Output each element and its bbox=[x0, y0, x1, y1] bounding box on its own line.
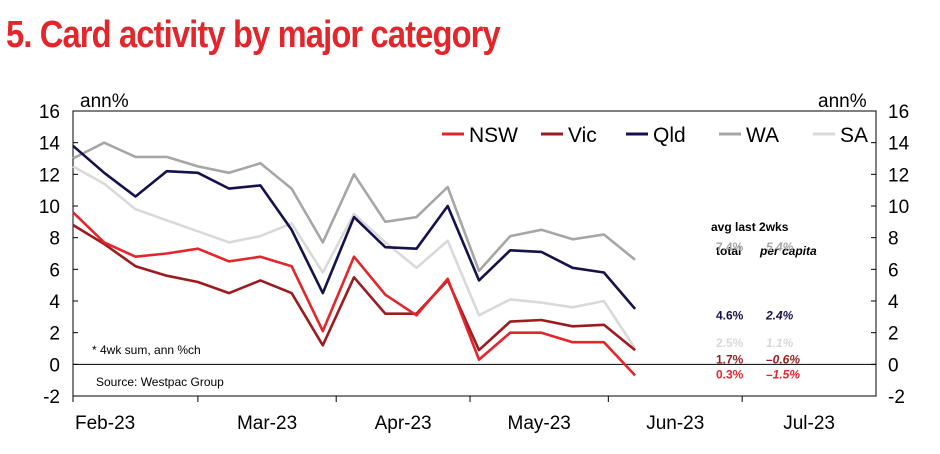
y-tick-label-left: 2 bbox=[49, 324, 60, 345]
y-tick-label-left: 12 bbox=[39, 165, 60, 186]
y-tick-label-left: 6 bbox=[49, 260, 60, 281]
y-unit-left: ann% bbox=[80, 91, 129, 112]
table-header: avg last 2wks bbox=[711, 220, 789, 234]
y-tick-label-right: 10 bbox=[888, 197, 909, 218]
legend: NSW Vic Qld WA SA bbox=[442, 124, 868, 147]
y-tick-label-left: 0 bbox=[49, 355, 60, 376]
y-tick-label-left: 14 bbox=[39, 134, 61, 155]
legend-label-vic: Vic bbox=[568, 124, 597, 147]
y-tick-label-right: 6 bbox=[888, 260, 899, 281]
y-tick-label-right: 8 bbox=[888, 229, 899, 250]
x-tick-label: Jul-23 bbox=[783, 413, 835, 434]
y-tick-label-left: 8 bbox=[49, 229, 60, 250]
plot-border bbox=[72, 110, 877, 397]
table-total-vic: 1.7% bbox=[716, 353, 744, 367]
series-line-vic bbox=[72, 223, 636, 352]
table-per-capita-wa: 5.4% bbox=[766, 240, 794, 254]
x-tick-label: Apr-23 bbox=[375, 413, 432, 434]
table-per-capita-sa: 1.1% bbox=[766, 336, 794, 350]
y-tick-label-right: 14 bbox=[888, 134, 910, 155]
y-tick-label-right: 12 bbox=[888, 165, 909, 186]
table-total-nsw: 0.3% bbox=[716, 368, 744, 382]
y-tick-label-right: 4 bbox=[888, 292, 899, 313]
chart-note: * 4wk sum, ann %ch bbox=[92, 343, 201, 357]
legend-label-wa: WA bbox=[746, 124, 779, 147]
y-tick-label-left: 4 bbox=[49, 292, 60, 313]
axes: -2 -2 0 0 2 2 4 4 6 6 8 8 10 10 12 12 14 14 16 16 Feb-23 Mar-… bbox=[39, 102, 910, 434]
chart-source: Source: Westpac Group bbox=[96, 375, 224, 389]
series-line-sa bbox=[72, 165, 637, 350]
table-total-wa: 7.4% bbox=[716, 240, 744, 254]
series-lines bbox=[72, 141, 637, 377]
y-unit-right: ann% bbox=[818, 91, 867, 112]
table-per-capita-qld: 2.4% bbox=[765, 308, 794, 322]
plot-frame bbox=[72, 110, 877, 397]
series-line-nsw bbox=[72, 211, 637, 377]
y-tick-label-right: -2 bbox=[888, 387, 905, 408]
y-tick-label-left: -2 bbox=[43, 387, 60, 408]
table-total-sa: 2.5% bbox=[716, 336, 744, 350]
table-col-per-capita: per capita bbox=[759, 244, 817, 258]
series-line-wa bbox=[72, 141, 636, 273]
legend-label-qld: Qld bbox=[653, 124, 686, 147]
y-tick-label-right: 16 bbox=[888, 102, 909, 123]
series-line-qld bbox=[72, 144, 637, 310]
legend-label-sa: SA bbox=[840, 124, 868, 147]
y-tick-label-left: 16 bbox=[39, 102, 60, 123]
x-tick-label: Mar-23 bbox=[237, 413, 297, 434]
x-tick-label: Feb-23 bbox=[75, 413, 135, 434]
avg-table: avg last 2wks total per capita 7.4% 5.4% 4.6%… bbox=[711, 220, 817, 382]
page-title: 5. Card activity by major category bbox=[6, 14, 501, 56]
legend-label-nsw: NSW bbox=[469, 124, 518, 147]
table-total-qld: 4.6% bbox=[716, 308, 744, 322]
table-per-capita-vic: –0.6% bbox=[766, 353, 800, 367]
y-tick-label-right: 0 bbox=[888, 355, 899, 376]
x-tick-label: May-23 bbox=[508, 413, 571, 434]
table-per-capita-nsw: –1.5% bbox=[766, 368, 800, 382]
x-tick-label: Jun-23 bbox=[646, 413, 704, 434]
table-col-total: total bbox=[716, 244, 741, 258]
y-tick-label-left: 10 bbox=[39, 197, 60, 218]
y-tick-label-right: 2 bbox=[888, 324, 899, 345]
